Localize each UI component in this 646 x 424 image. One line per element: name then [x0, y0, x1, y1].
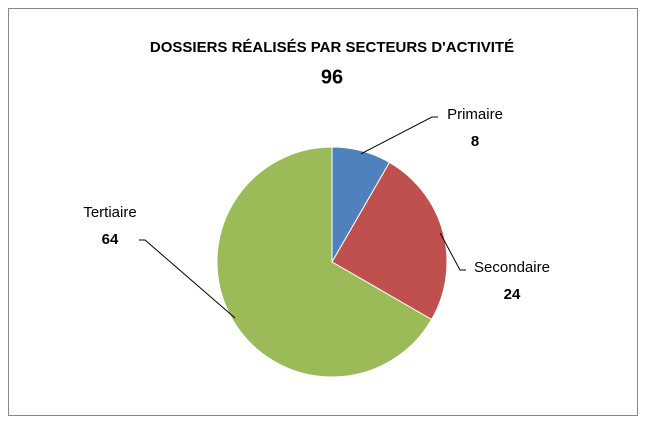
data-label-value: 24	[504, 286, 521, 303]
pie-slice	[216, 146, 433, 378]
pie-slice	[331, 161, 448, 321]
leader-line	[439, 232, 466, 271]
chart-title: DOSSIERS RÉALISÉS PAR SECTEURS D'ACTIVIT…	[150, 39, 514, 56]
chart-subtitle: 96	[321, 66, 343, 88]
data-label-name: Secondaire	[474, 259, 550, 276]
data-label-value: 64	[102, 231, 119, 248]
leader-line	[139, 239, 236, 319]
leader-line	[360, 116, 438, 155]
data-label-value: 8	[471, 133, 479, 150]
data-label-name: Primaire	[447, 106, 503, 123]
data-label-name: Tertiaire	[83, 204, 136, 221]
